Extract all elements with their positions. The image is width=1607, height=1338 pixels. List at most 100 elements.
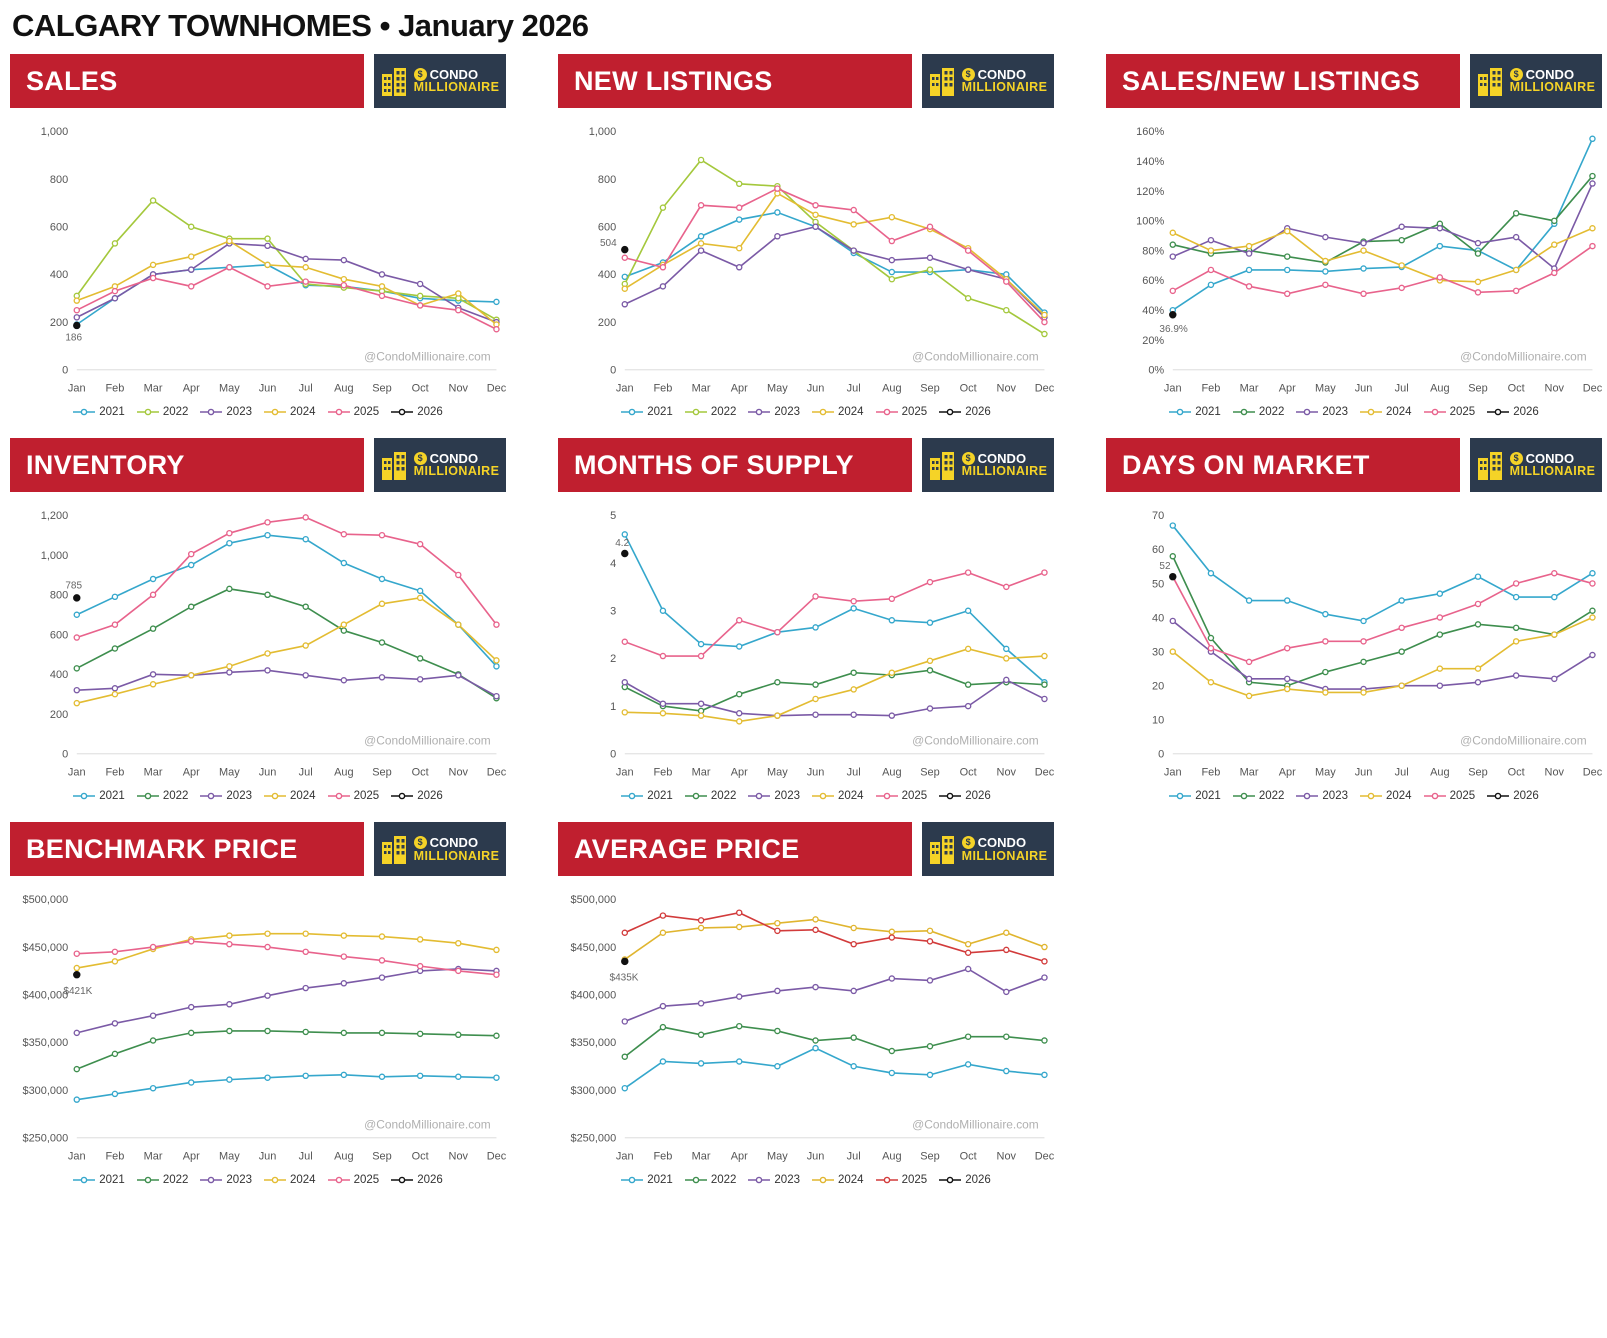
dollar-coin-icon: $	[961, 452, 975, 466]
svg-text:Aug: Aug	[882, 767, 902, 779]
legend-item-2024: 2024	[264, 790, 316, 802]
logo-text: $ CONDO MILLIONAIRE	[413, 836, 500, 863]
svg-text:4: 4	[610, 558, 616, 570]
logo-word-condo: CONDO	[1525, 450, 1575, 466]
svg-text:5: 5	[610, 510, 616, 522]
legend-marker-icon	[1423, 792, 1446, 800]
legend-item-2023: 2023	[748, 1174, 800, 1186]
legend-year-label: 2021	[99, 1174, 125, 1187]
condo-millionaire-logo: $ CONDO MILLIONAIRE	[922, 54, 1054, 108]
legend-year-label: 2021	[1195, 790, 1221, 803]
svg-text:Sep: Sep	[920, 1151, 940, 1163]
chart-card-benchmark-price: BENCHMARK PRICE $ CONDO MILLIONAIRE	[10, 822, 506, 1186]
logo-text: $ CONDO MILLIONAIRE	[961, 450, 1048, 479]
legend-year-label: 2024	[838, 790, 864, 803]
svg-text:Apr: Apr	[731, 767, 748, 779]
legend-item-2026: 2026	[939, 1174, 991, 1186]
chart-title: SALES	[26, 65, 118, 96]
svg-text:Aug: Aug	[1430, 383, 1450, 395]
legend-year-label: 2022	[710, 790, 737, 803]
legend-year-label: 2024	[1386, 406, 1412, 419]
svg-text:120%: 120%	[1136, 186, 1164, 198]
condo-millionaire-logo: $ CONDO MILLIONAIRE	[374, 54, 506, 108]
svg-text:100%: 100%	[1136, 216, 1164, 228]
legend-year-label: 2025	[1449, 790, 1476, 803]
svg-text:May: May	[219, 1151, 240, 1163]
legend-year-label: 2025	[353, 406, 380, 419]
svg-text:Nov: Nov	[1545, 383, 1565, 395]
legend-year-label: 2021	[647, 790, 673, 803]
svg-text:20%: 20%	[1142, 335, 1164, 347]
legend-marker-icon	[939, 408, 962, 416]
benchmark-price-chart: $250,000 $300,000 $350,000 $400,000 $450,000…	[10, 886, 506, 1172]
legend-item-2024: 2024	[264, 1174, 316, 1186]
svg-text:@CondoMillionaire.com: @CondoMillionaire.com	[1460, 733, 1587, 747]
legend-marker-icon	[748, 1177, 771, 1184]
legend-marker-icon	[264, 408, 286, 416]
legend-year-label: 2022	[162, 790, 189, 803]
months-of-supply-plot: 0 1 2 3 4 5 Jan Feb Mar Apr May Jun Jul Aug Sep Oct Nov D…	[610, 510, 1054, 779]
legend-item-2026: 2026	[391, 790, 443, 802]
legend-year-label: 2024	[290, 790, 316, 803]
legend-year-label: 2023	[1322, 790, 1348, 803]
svg-text:Dec: Dec	[1035, 1151, 1054, 1163]
legend-item-2023: 2023	[200, 790, 252, 802]
svg-text:Nov: Nov	[997, 767, 1017, 779]
legend-marker-icon	[73, 1177, 96, 1184]
svg-text:0: 0	[1158, 749, 1164, 761]
svg-text:Oct: Oct	[412, 383, 429, 395]
legend-year-label: 2023	[226, 406, 252, 419]
logo-word-millionaire: MILLIONAIRE	[961, 848, 1048, 863]
svg-text:$300,000: $300,000	[571, 1085, 617, 1097]
buildings-icon	[929, 68, 954, 96]
legend-year-label: 2023	[1322, 406, 1348, 419]
svg-text:Apr: Apr	[1279, 383, 1296, 395]
legend-marker-icon	[136, 1177, 159, 1184]
legend-year-label: 2025	[901, 406, 928, 419]
svg-text:Oct: Oct	[960, 767, 977, 779]
legend-year-label: 2024	[290, 406, 316, 419]
legend-item-2025: 2025	[875, 790, 928, 803]
legend-item-2021: 2021	[621, 406, 673, 418]
legend-year-label: 2026	[965, 406, 991, 419]
sales-chart: 0 200 400 600 800 1,000 Jan Feb Mar Apr May Jun Jul A…	[10, 118, 506, 404]
legend-marker-icon	[200, 792, 223, 800]
svg-text:Apr: Apr	[183, 1151, 200, 1163]
svg-text:@CondoMillionaire.com: @CondoMillionaire.com	[912, 1118, 1039, 1132]
svg-text:$350,000: $350,000	[23, 1038, 69, 1050]
svg-text:Aug: Aug	[882, 1151, 902, 1163]
legend-marker-icon	[875, 1177, 898, 1184]
svg-text:1,200: 1,200	[41, 510, 68, 522]
svg-text:186: 186	[65, 333, 82, 344]
chart-title-banner: SALES/NEW LISTINGS	[1106, 54, 1460, 108]
logo-word-condo: CONDO	[977, 450, 1027, 466]
legend-marker-icon	[684, 1177, 707, 1184]
legend-marker-icon	[812, 792, 834, 800]
legend-year-label: 2026	[417, 1174, 443, 1187]
legend-item-2022: 2022	[136, 1174, 188, 1186]
legend-item-2022: 2022	[136, 790, 189, 803]
legend-marker-icon	[684, 792, 707, 800]
legend-marker-icon	[327, 408, 350, 416]
svg-text:Feb: Feb	[105, 767, 124, 779]
svg-text:Jun: Jun	[807, 767, 825, 779]
chart-title-banner: BENCHMARK PRICE	[10, 822, 364, 877]
svg-text:1,000: 1,000	[41, 126, 68, 138]
inventory-chart: 0 200 400 600 800 1,000 1,200 Jan Feb Mar Apr May Ju…	[10, 502, 506, 788]
card-header: BENCHMARK PRICE $ CONDO MILLIONAIRE	[10, 822, 506, 877]
svg-text:$400,000: $400,000	[23, 990, 69, 1002]
legend-item-2025: 2025	[1423, 790, 1476, 803]
legend-year-label: 2021	[647, 1174, 673, 1187]
svg-text:40: 40	[1152, 613, 1164, 625]
svg-text:800: 800	[50, 590, 68, 602]
sales-new-listings-plot: 0% 20% 40% 60% 80% 100% 120% 140% 160% Jan Feb Mar A…	[1136, 126, 1602, 395]
legend-marker-icon	[264, 1177, 286, 1184]
svg-text:Dec: Dec	[1583, 767, 1602, 779]
svg-text:Jan: Jan	[616, 1151, 634, 1163]
legend-year-label: 2025	[901, 790, 928, 803]
svg-text:Oct: Oct	[1508, 383, 1525, 395]
legend-marker-icon	[136, 408, 159, 416]
svg-text:Sep: Sep	[372, 767, 392, 779]
svg-text:140%: 140%	[1136, 156, 1164, 168]
legend-item-2026: 2026	[939, 406, 991, 418]
